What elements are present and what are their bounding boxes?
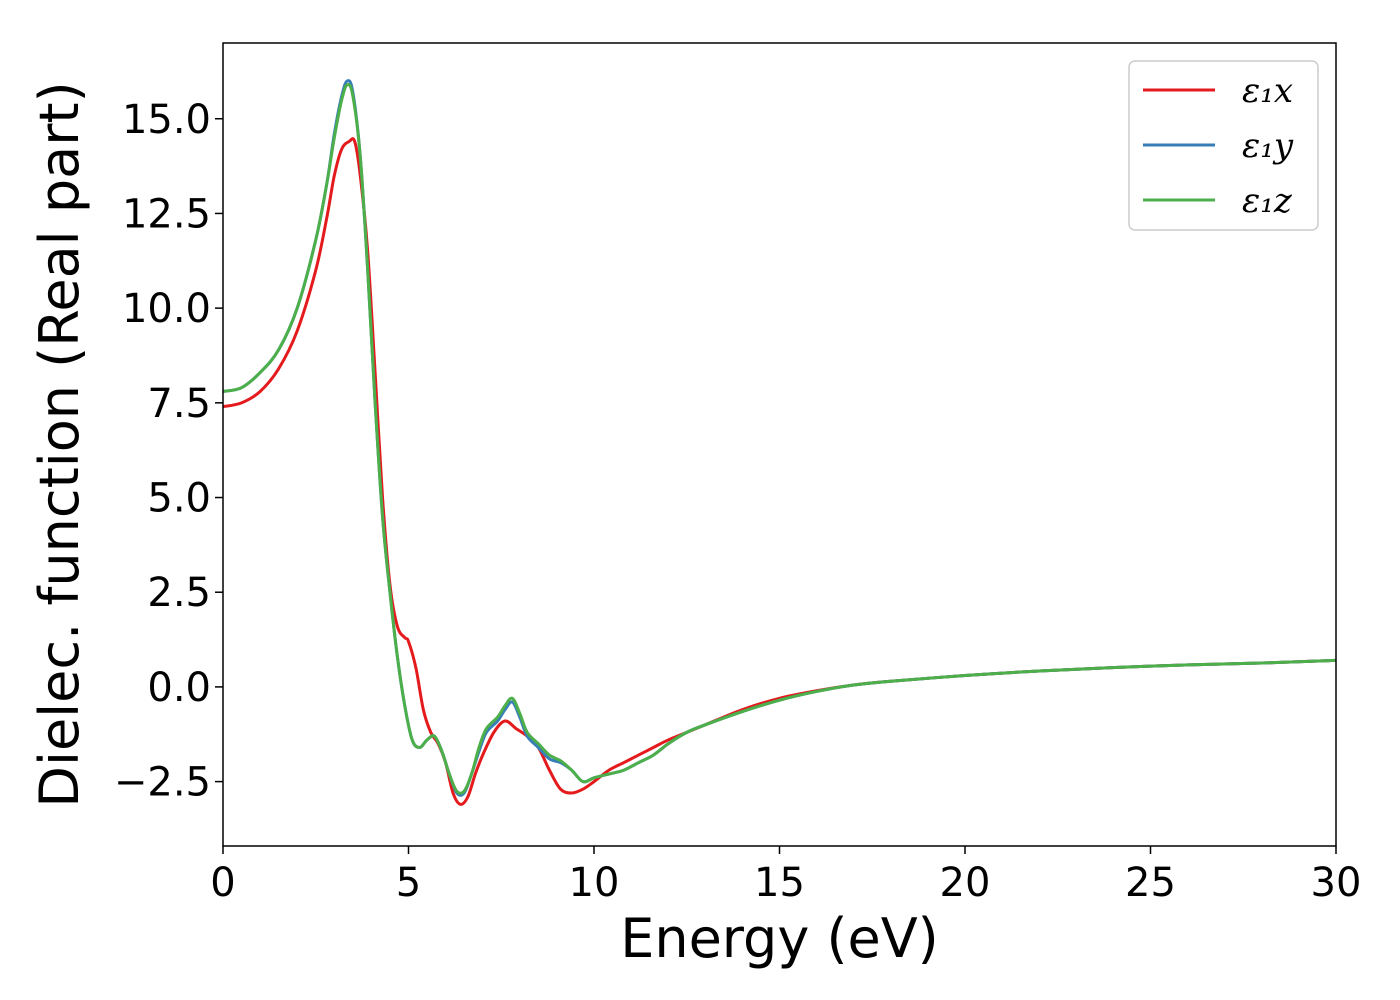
x-tick-label: 30 xyxy=(1311,860,1362,906)
x-tick-label: 15 xyxy=(754,860,805,906)
legend-label: ε₁x xyxy=(1242,71,1293,111)
legend-label: ε₁y xyxy=(1242,126,1294,166)
series-line-0 xyxy=(223,137,1336,806)
x-tick-label: 10 xyxy=(569,860,620,906)
y-axis-ticks: −2.5 0.0 2.5 5.0 7.5 10.0 12.5 15.0 xyxy=(114,97,223,806)
legend-items: ε₁x ε₁y ε₁z xyxy=(1143,71,1294,221)
x-tick-label: 5 xyxy=(396,860,421,906)
legend-box xyxy=(1128,60,1319,231)
series-layer xyxy=(223,79,1336,806)
x-axis-ticks: 0 5 10 15 20 25 30 xyxy=(210,846,1361,906)
y-axis-title: Dielec. function (Real part) xyxy=(28,81,91,807)
y-tick-label: 5.0 xyxy=(147,476,211,522)
x-axis-title: Energy (eV) xyxy=(620,907,939,970)
y-tick-label: 2.5 xyxy=(147,570,211,616)
x-tick-label: 20 xyxy=(940,860,991,906)
y-tick-label: 7.5 xyxy=(147,381,211,427)
y-tick-label: 0.0 xyxy=(147,665,211,711)
y-tick-label: −2.5 xyxy=(114,760,211,806)
y-tick-label: 10.0 xyxy=(122,286,211,332)
legend: ε₁x ε₁y ε₁z xyxy=(1128,60,1319,231)
legend-label: ε₁z xyxy=(1242,181,1293,221)
y-tick-label: 15.0 xyxy=(122,97,211,143)
y-tick-label: 12.5 xyxy=(122,191,211,237)
series-line-2 xyxy=(223,82,1336,795)
x-tick-label: 25 xyxy=(1125,860,1176,906)
x-tick-label: 0 xyxy=(210,860,235,906)
